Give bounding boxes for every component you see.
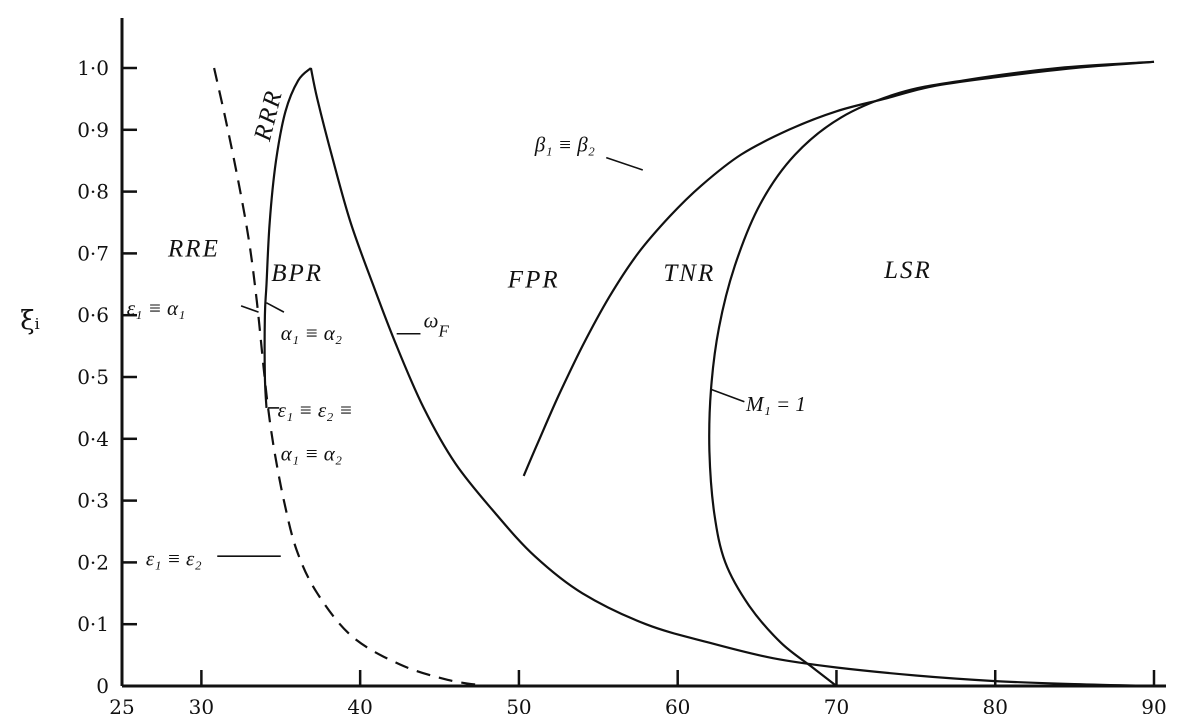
- annotation-ann6: ε₁ ≡ ε₂: [146, 546, 202, 570]
- annotation-text: ε₁ ≡ ε₂: [146, 546, 202, 570]
- series-beta-line: [522, 60, 1155, 477]
- region-label-lsr: LSR: [883, 257, 932, 284]
- y-tick-label: 0·3: [77, 489, 109, 513]
- region-label-fpr: FPR: [507, 266, 560, 293]
- annotation-leader: [240, 305, 259, 313]
- annotation-ann1: ε₁ ≡ α₁: [127, 296, 186, 320]
- y-tick-label: 0·7: [77, 241, 109, 265]
- x-tick-label: 80: [983, 695, 1008, 714]
- annotation-subscript: F: [437, 322, 449, 341]
- annotation-leader: [710, 388, 745, 403]
- region-label-rrr: RRR: [249, 87, 288, 145]
- annotation-text: α₁ ≡ α₂: [281, 321, 342, 345]
- region-label-rre: RRE: [167, 235, 220, 262]
- region-label-tnr: TNR: [663, 260, 715, 287]
- curves: [213, 60, 1155, 688]
- axes: 25 30 40 50 60 70 80 90 0 0·1 0·2 0·3 0·4 0·5 0·6 0·7 0·…: [20, 18, 1167, 714]
- annotation-text: ε₁ ≡ ε₂ ≡: [278, 398, 353, 422]
- x-tick-label: 50: [506, 695, 531, 714]
- x-tick-label: 70: [824, 695, 849, 714]
- y-tick-label: 0·1: [77, 612, 109, 636]
- x-axis-label: ω₁: [638, 705, 670, 714]
- y-axis-label: ξᵢ: [20, 306, 40, 336]
- annotation-leader: [266, 302, 285, 313]
- annotation-text: ε₁ ≡ α₁: [127, 296, 186, 320]
- y-tick-label: 0·4: [77, 427, 109, 451]
- annotation-text: α₁ ≡ α₂: [281, 441, 342, 465]
- series-mach-line: [708, 60, 1155, 687]
- series-omegaF-line: [309, 67, 1155, 688]
- x-tick-label: 30: [189, 695, 214, 714]
- annotation-ann8: M₁ = 1: [745, 392, 806, 416]
- annotation-text: β₁ ≡ β₂: [534, 132, 595, 156]
- series-alpha-line: [263, 67, 312, 408]
- x-tick-label: 60: [665, 695, 690, 714]
- x-tick-label: 40: [347, 695, 372, 714]
- y-tick-label: 0·6: [77, 303, 109, 327]
- annotation-ann4: ε₁ ≡ ε₂ ≡: [278, 398, 353, 422]
- region-label-bpr: BPR: [271, 260, 323, 287]
- y-tick-label: 0·9: [77, 118, 109, 142]
- x-tick-label: 90: [1141, 695, 1166, 714]
- annotation-text: ω: [424, 309, 439, 333]
- series-epsilon-line: [213, 67, 488, 688]
- annotation-ann2: α₁ ≡ α₂: [281, 321, 342, 345]
- y-tick-label: 0·2: [77, 550, 109, 574]
- annotation-text: M₁ = 1: [745, 392, 806, 416]
- x-tick-label: 25: [109, 695, 134, 714]
- annotation-ann3: ωF: [424, 309, 450, 341]
- y-tick-label: 0·5: [77, 365, 109, 389]
- y-tick-label: 0·8: [77, 180, 109, 204]
- y-tick-label: 1·0: [77, 56, 109, 80]
- y-tick-label: 0: [96, 674, 109, 698]
- annotation-ann7: β₁ ≡ β₂: [534, 132, 595, 156]
- annotation-leader: [605, 156, 644, 171]
- annotation-ann5: α₁ ≡ α₂: [281, 441, 342, 465]
